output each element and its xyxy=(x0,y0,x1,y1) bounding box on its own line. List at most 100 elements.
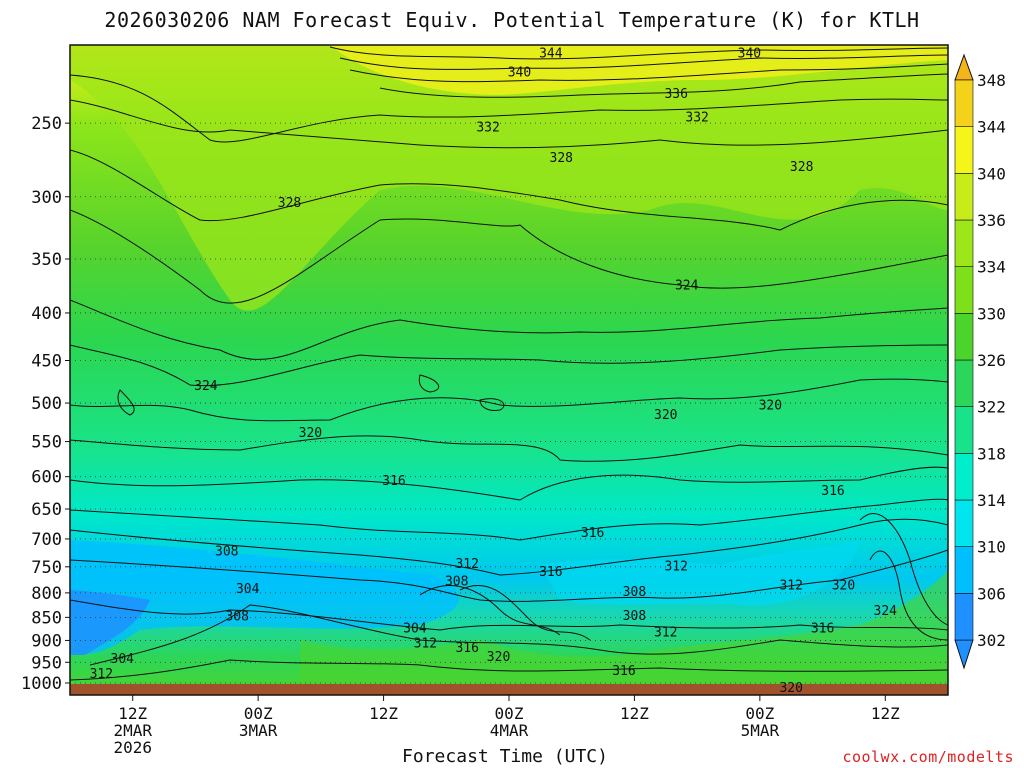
contour-label: 320 xyxy=(779,681,802,696)
contour-label: 336 xyxy=(664,87,687,102)
x-tick-label: 12Z xyxy=(871,704,900,723)
x-tick-label: 4MAR xyxy=(490,721,529,740)
y-tick-label: 600 xyxy=(31,468,62,488)
contour-labels: 344 340 340 336 332 332 328 328 328 324 324 320 320 3… xyxy=(90,47,898,696)
contour-label: 308 xyxy=(445,575,468,590)
contour-label: 316 xyxy=(821,484,844,499)
y-axis: 250 300 350 400 450 500 550 600 650 700 750 800 850 9… xyxy=(21,114,70,694)
contour-label: 316 xyxy=(811,622,834,637)
chart-title: 2026030206 NAM Forecast Equiv. Potential… xyxy=(104,8,920,32)
contour-label: 312 xyxy=(664,560,687,575)
colorbar-swatch xyxy=(954,266,974,314)
y-tick-label: 750 xyxy=(31,558,62,578)
warm-band-upper xyxy=(70,45,948,311)
colorbar-label: 334 xyxy=(977,258,1006,277)
contour-label: 316 xyxy=(382,474,405,489)
colorbar-swatch xyxy=(954,126,974,174)
x-tick-label: 12Z xyxy=(118,704,147,723)
y-tick-label: 900 xyxy=(31,631,62,651)
x-tick-label: 00Z xyxy=(495,704,524,723)
contour-label: 332 xyxy=(685,111,708,126)
colorbar-label: 302 xyxy=(977,631,1006,650)
colorbar-label: 344 xyxy=(977,118,1006,137)
y-tick-label: 800 xyxy=(31,584,62,604)
contour-label: 324 xyxy=(194,379,218,394)
x-axis-label: Forecast Time (UTC) xyxy=(402,746,608,767)
y-tick-label: 450 xyxy=(31,352,62,372)
x-tick-label: 5MAR xyxy=(741,721,780,740)
contour-label: 304 xyxy=(111,652,135,667)
contour-label: 308 xyxy=(623,609,646,624)
y-tick-label: 700 xyxy=(31,530,62,550)
colorbar: 302 306 310 314 318 322 326 330 334 336 340 344 348 xyxy=(954,53,1006,670)
contour-label: 308 xyxy=(225,609,248,624)
near-sfc-warm xyxy=(300,570,948,690)
colorbar-label: 314 xyxy=(977,491,1006,510)
contour-lines xyxy=(70,46,948,681)
colorbar-swatch xyxy=(954,546,974,594)
contour-label: 328 xyxy=(278,196,301,211)
contour-label: 316 xyxy=(539,565,562,580)
colorbar-label: 330 xyxy=(977,304,1006,323)
contour-label: 308 xyxy=(623,585,646,600)
ground-strip xyxy=(70,684,948,695)
y-tick-label: 500 xyxy=(31,394,62,414)
colorbar-swatch xyxy=(954,499,974,547)
cool-core xyxy=(70,590,150,655)
y-tick-label: 350 xyxy=(31,250,62,270)
contour-label: 312 xyxy=(455,557,478,572)
contour-label: 312 xyxy=(654,625,677,640)
contour-label: 316 xyxy=(612,664,635,679)
contour-label: 328 xyxy=(550,151,573,166)
colorbar-swatch xyxy=(954,406,974,454)
y-tick-label: 650 xyxy=(31,500,62,520)
contour-label: 324 xyxy=(675,279,699,294)
colorbar-swatch xyxy=(954,173,974,221)
x-tick-label: 00Z xyxy=(244,704,273,723)
contour-label: 304 xyxy=(236,582,260,597)
colorbar-label: 336 xyxy=(977,211,1006,230)
colorbar-label: 326 xyxy=(977,351,1006,370)
contour-label: 328 xyxy=(790,160,813,175)
y-tick-label: 850 xyxy=(31,608,62,628)
contour-label: 316 xyxy=(581,526,604,541)
contour-label: 324 xyxy=(874,604,898,619)
contour-label: 340 xyxy=(508,65,531,80)
colorbar-top-arrow xyxy=(954,53,974,81)
colorbar-bottom-arrow xyxy=(954,639,974,670)
colorbar-swatch xyxy=(954,219,974,267)
colorbar-swatch xyxy=(954,79,974,127)
contour-label: 312 xyxy=(414,637,437,652)
cool-patch-right xyxy=(540,540,860,606)
x-tick-label: 12Z xyxy=(620,704,649,723)
x-tick-label: 00Z xyxy=(745,704,774,723)
y-tick-label: 950 xyxy=(31,653,62,673)
contour-label: 308 xyxy=(215,544,238,559)
credit-link[interactable]: coolwx.com/modelts xyxy=(842,748,1014,766)
colorbar-swatch xyxy=(954,453,974,501)
contour-label: 320 xyxy=(832,579,855,594)
colorbar-swatch xyxy=(954,313,974,361)
colorbar-label: 306 xyxy=(977,584,1006,603)
x-tick-label: 2MAR xyxy=(113,721,152,740)
colorbar-label: 348 xyxy=(977,71,1006,90)
y-tick-label: 1000 xyxy=(21,674,62,694)
y-tick-label: 400 xyxy=(31,304,62,324)
x-tick-label: 3MAR xyxy=(239,721,278,740)
y-tick-label: 550 xyxy=(31,433,62,453)
contour-label: 320 xyxy=(654,408,677,423)
contour-label: 332 xyxy=(476,120,499,135)
contour-label: 340 xyxy=(738,47,761,62)
contour-label: 320 xyxy=(299,426,322,441)
colorbar-swatch xyxy=(954,359,974,407)
y-tick-label: 300 xyxy=(31,188,62,208)
contour-label: 316 xyxy=(455,641,478,656)
contour-label: 320 xyxy=(759,399,782,414)
y-tick-label: 250 xyxy=(31,114,62,134)
colorbar-swatch xyxy=(954,593,974,641)
colorbar-label: 340 xyxy=(977,164,1006,183)
colorbar-label: 310 xyxy=(977,538,1006,557)
contour-label: 344 xyxy=(539,47,563,62)
